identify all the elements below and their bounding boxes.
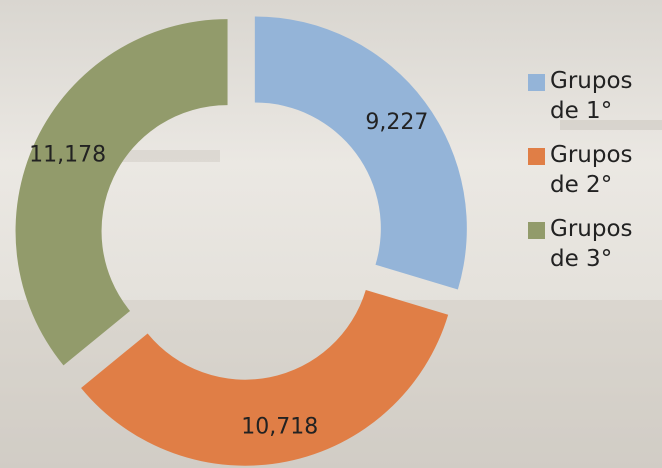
legend-label: Grupos de 2° [550,142,633,198]
data-label: 11,178 [29,142,106,167]
screen: 9,22710,71811,178 Grupos de 1°Grupos de … [0,0,662,468]
legend-item: Grupos de 3° [524,214,650,274]
legend-label: Grupos de 1° [550,68,633,124]
donut-segment [255,16,467,289]
legend-swatch [528,74,545,91]
legend-swatch [528,222,545,239]
legend-label: Grupos de 3° [550,216,633,272]
legend-swatch [528,148,545,165]
legend-item: Grupos de 2° [524,140,650,200]
data-label: 9,227 [365,110,428,135]
legend-item: Grupos de 1° [524,66,650,126]
data-label: 10,718 [241,414,318,439]
legend: Grupos de 1° Grupos de 2° Grupos de 3° [524,66,660,288]
